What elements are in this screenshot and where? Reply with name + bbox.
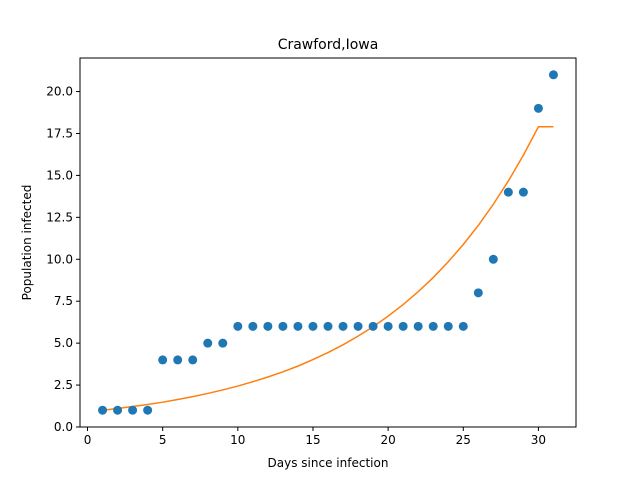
- y-tick-label: 7.5: [54, 294, 73, 308]
- data-point: [548, 70, 558, 80]
- data-point: [368, 321, 378, 331]
- data-point: [128, 405, 138, 415]
- fit-curve: [102, 126, 554, 411]
- y-tick-label: 17.5: [46, 126, 73, 140]
- data-point: [143, 405, 153, 415]
- data-point: [248, 321, 258, 331]
- data-point: [203, 338, 213, 348]
- y-tick-label: 15.0: [46, 168, 73, 182]
- y-tick-label: 5.0: [54, 336, 73, 350]
- x-tick-label: 30: [531, 433, 546, 447]
- x-tick-label: 10: [230, 433, 245, 447]
- data-point: [473, 288, 483, 298]
- data-point: [233, 321, 243, 331]
- data-point: [113, 405, 123, 415]
- data-point: [398, 321, 408, 331]
- x-tick-label: 5: [159, 433, 167, 447]
- x-axis: 0 5 10 15 20 25 30: [84, 427, 546, 447]
- x-tick-label: 25: [456, 433, 471, 447]
- data-point: [188, 355, 198, 365]
- axes-frame: [79, 57, 577, 428]
- data-point: [293, 321, 303, 331]
- data-point: [488, 254, 498, 264]
- y-axis: 0.0 2.5 5.0 7.5 10.0 12.5 15.0 17.5 20.0: [46, 85, 80, 434]
- x-axis-label: Days since infection: [268, 456, 389, 470]
- y-tick-label: 20.0: [46, 85, 73, 99]
- data-point: [428, 321, 438, 331]
- y-tick-label: 10.0: [46, 252, 73, 266]
- data-point: [173, 355, 183, 365]
- data-point: [263, 321, 273, 331]
- y-tick-label: 0.0: [54, 420, 73, 434]
- data-point: [308, 321, 318, 331]
- plot-area: [98, 70, 558, 415]
- x-tick-label: 15: [305, 433, 320, 447]
- y-tick-label: 12.5: [46, 210, 73, 224]
- data-point: [533, 103, 543, 113]
- data-point: [458, 321, 468, 331]
- data-point: [218, 338, 228, 348]
- data-point: [383, 321, 393, 331]
- x-tick-label: 20: [380, 433, 395, 447]
- data-point: [323, 321, 333, 331]
- data-point: [353, 321, 363, 331]
- data-point: [503, 187, 513, 197]
- data-point: [518, 187, 528, 197]
- data-point: [338, 321, 348, 331]
- data-point: [98, 405, 108, 415]
- data-point: [158, 355, 168, 365]
- data-point: [443, 321, 453, 331]
- chart-title: Crawford,Iowa: [278, 37, 379, 53]
- data-point: [413, 321, 423, 331]
- y-axis-label: Population infected: [20, 185, 34, 301]
- x-tick-label: 0: [84, 433, 92, 447]
- y-tick-label: 2.5: [54, 378, 73, 392]
- data-point: [278, 321, 288, 331]
